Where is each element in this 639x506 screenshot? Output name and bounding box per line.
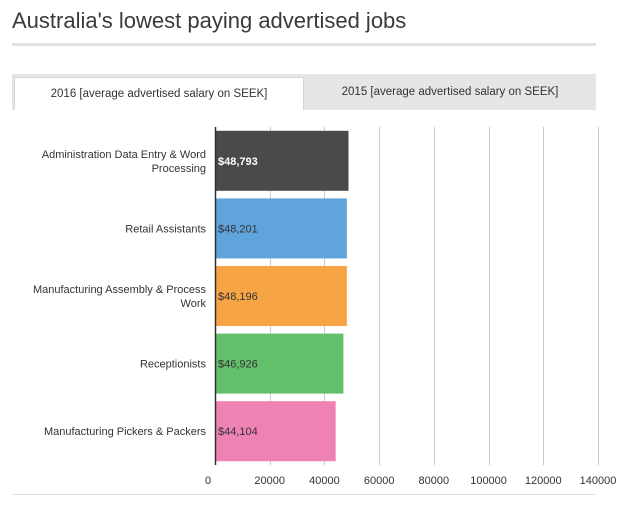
- x-tick-label: 0: [205, 475, 211, 487]
- data-label: $44,104: [218, 426, 258, 438]
- x-tick-label: 20000: [254, 475, 285, 487]
- title-divider: [12, 43, 596, 46]
- data-label: $48,196: [218, 291, 258, 303]
- x-tick-label: 120000: [525, 475, 562, 487]
- page-title: Australia's lowest paying advertised job…: [12, 8, 407, 33]
- category-label: Administration Data Entry & Word: [42, 149, 206, 161]
- bar: [215, 333, 344, 394]
- bar: [215, 198, 347, 259]
- bar: [215, 401, 336, 462]
- x-tick-label: 100000: [470, 475, 507, 487]
- category-label: Processing: [152, 163, 206, 175]
- year-tabs: 2016 [average advertised salary on SEEK]…: [12, 74, 596, 110]
- data-label: $48,793: [218, 156, 258, 168]
- bar: [215, 130, 349, 191]
- data-label: $46,926: [218, 359, 258, 371]
- data-label: $48,201: [218, 223, 258, 235]
- x-tick-label: 40000: [309, 475, 340, 487]
- tab-2016[interactable]: 2016 [average advertised salary on SEEK]: [14, 77, 304, 110]
- category-label: Retail Assistants: [125, 223, 206, 235]
- bar: [215, 266, 347, 326]
- x-tick-label: 60000: [364, 475, 395, 487]
- category-label: Manufacturing Pickers & Packers: [44, 426, 207, 438]
- category-label: Receptionists: [140, 359, 207, 371]
- bottom-divider: [12, 494, 596, 495]
- category-label: Work: [181, 298, 207, 310]
- category-label: Manufacturing Assembly & Process: [33, 284, 207, 296]
- x-tick-label: 140000: [580, 475, 617, 487]
- x-tick-label: 80000: [419, 475, 450, 487]
- tab-2015[interactable]: 2015 [average advertised salary on SEEK]: [341, 86, 559, 98]
